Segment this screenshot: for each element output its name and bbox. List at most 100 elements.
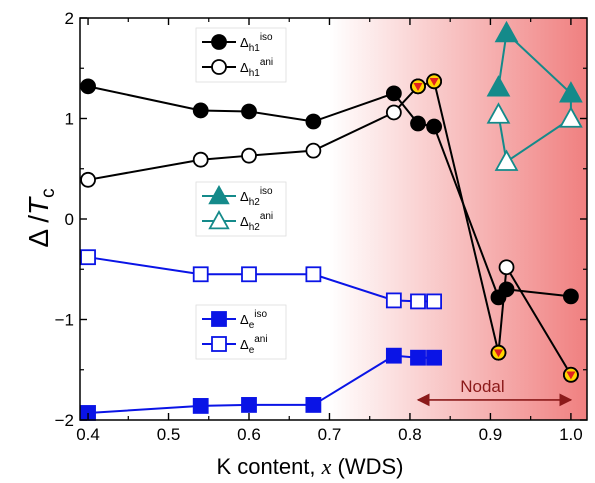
y-tick-label: −1 xyxy=(55,311,74,330)
highlight-markers xyxy=(410,73,579,383)
x-tick-label: 0.4 xyxy=(76,425,100,444)
marker-e_ani xyxy=(410,293,426,310)
marker-h2_iso xyxy=(559,81,583,103)
legend-sup: ani xyxy=(260,57,273,68)
marker-e_ani xyxy=(192,266,209,283)
x-axis-label-var: x xyxy=(321,454,332,479)
x-axis-label-suffix: (WDS) xyxy=(331,454,403,479)
legend-base: Δ xyxy=(240,35,249,50)
y-axis-label-delta: Δ xyxy=(23,230,54,248)
legend-marker xyxy=(211,336,227,352)
legend-sup: ani xyxy=(254,334,267,345)
marker-h1_iso xyxy=(80,78,96,95)
legend-sup: iso xyxy=(254,309,267,320)
highlight-triangle xyxy=(493,349,503,358)
legend-marker xyxy=(211,311,227,327)
marker-e_iso xyxy=(426,349,442,366)
marker-e_iso xyxy=(305,397,322,413)
marker-e_ani xyxy=(241,266,257,283)
legend-sub: e xyxy=(249,345,255,356)
legend-sub: h1 xyxy=(249,43,261,54)
marker-h1_ani xyxy=(241,147,257,164)
legend-label: Δh1ani xyxy=(240,57,273,79)
marker-h1_iso xyxy=(410,115,426,132)
marker-e_ani xyxy=(426,293,442,310)
x-axis-label: K content, x (WDS) xyxy=(216,454,403,479)
x-tick-label: 0.9 xyxy=(479,425,503,444)
marker-e_ani xyxy=(80,249,96,266)
marker-e_ani xyxy=(385,292,402,309)
marker-e_ani xyxy=(305,266,322,283)
legend-sub: h1 xyxy=(249,68,261,79)
legend-label: Δeiso xyxy=(240,309,267,331)
marker-h1_iso xyxy=(385,85,402,102)
marker-h2_ani xyxy=(486,102,511,124)
marker-e_iso xyxy=(385,347,402,364)
marker-e_iso xyxy=(241,397,257,413)
marker-h2_iso xyxy=(494,20,519,43)
legend-label: Δh2ani xyxy=(240,211,273,233)
marker-h1_iso xyxy=(426,118,442,135)
marker-h2_ani xyxy=(494,149,519,171)
axis-ticks: 0.4 0.5 0.6 0.7 0.8 0.9 1.0 −2 −1 0 1 2 xyxy=(55,9,587,444)
marker-h1_iso xyxy=(305,113,322,130)
x-axis-label-prefix: K content, xyxy=(216,454,321,479)
legend-sup: iso xyxy=(260,186,273,197)
nodal-label: Nodal xyxy=(460,377,504,396)
y-axis-label-sub: c xyxy=(38,188,59,198)
legend-marker xyxy=(208,184,230,205)
marker-h1_iso xyxy=(498,281,515,298)
legend-base: Δ xyxy=(240,189,249,204)
legend-base: Δ xyxy=(240,337,249,352)
nodal-annotation: Nodal xyxy=(416,377,573,407)
marker-h2_ani xyxy=(559,106,583,128)
legend-box xyxy=(195,304,287,360)
marker-h1_iso xyxy=(192,102,209,119)
legend-sub: e xyxy=(249,320,255,331)
y-axis-label: Δ /Tc xyxy=(23,188,59,247)
legend-sup: iso xyxy=(260,32,273,43)
y-tick-label: 1 xyxy=(65,110,74,129)
y-tick-label: 0 xyxy=(65,210,74,229)
marker-h1_iso xyxy=(563,288,579,305)
marker-h1_iso xyxy=(241,103,257,120)
x-tick-label: 0.5 xyxy=(157,425,181,444)
highlight-triangle xyxy=(566,371,576,380)
marker-h1_ani xyxy=(192,151,209,168)
connector-line xyxy=(87,80,572,376)
plot-background-gradient xyxy=(80,18,587,420)
y-axis-label-slash: / xyxy=(23,215,54,231)
x-tick-label: 0.8 xyxy=(398,425,422,444)
legend-sub: h2 xyxy=(249,197,261,208)
highlight-triangle xyxy=(413,83,423,91)
legend-marker xyxy=(208,209,230,230)
legend-marker xyxy=(211,59,227,75)
legend-label: Δh1iso xyxy=(240,32,273,54)
legend-sup: ani xyxy=(260,211,273,222)
x-tick-label: 1.0 xyxy=(559,425,583,444)
legend-sub: h2 xyxy=(249,222,261,233)
marker-h1_ani xyxy=(385,104,402,121)
legend-base: Δ xyxy=(240,214,249,229)
marker-e_iso xyxy=(410,349,426,366)
legend-base: Δ xyxy=(240,60,249,75)
highlight-triangle xyxy=(429,78,439,86)
x-tick-label: 0.7 xyxy=(318,425,342,444)
marker-h1_ani xyxy=(305,142,322,159)
data-markers xyxy=(80,20,583,421)
y-axis-label-t: T xyxy=(23,196,54,215)
legend-base: Δ xyxy=(240,312,249,327)
x-tick-label: 0.6 xyxy=(237,425,261,444)
legend-label: Δh2iso xyxy=(240,186,273,208)
y-tick-label: 2 xyxy=(65,9,74,28)
marker-h1_ani xyxy=(498,259,515,276)
y-tick-label: −2 xyxy=(55,411,74,430)
legend-box xyxy=(195,27,287,83)
legend-label: Δeani xyxy=(240,334,268,356)
marker-e_iso xyxy=(192,398,209,414)
marker-h2_iso xyxy=(486,75,511,97)
marker-h1_ani xyxy=(80,171,96,188)
legend-marker xyxy=(211,34,227,50)
